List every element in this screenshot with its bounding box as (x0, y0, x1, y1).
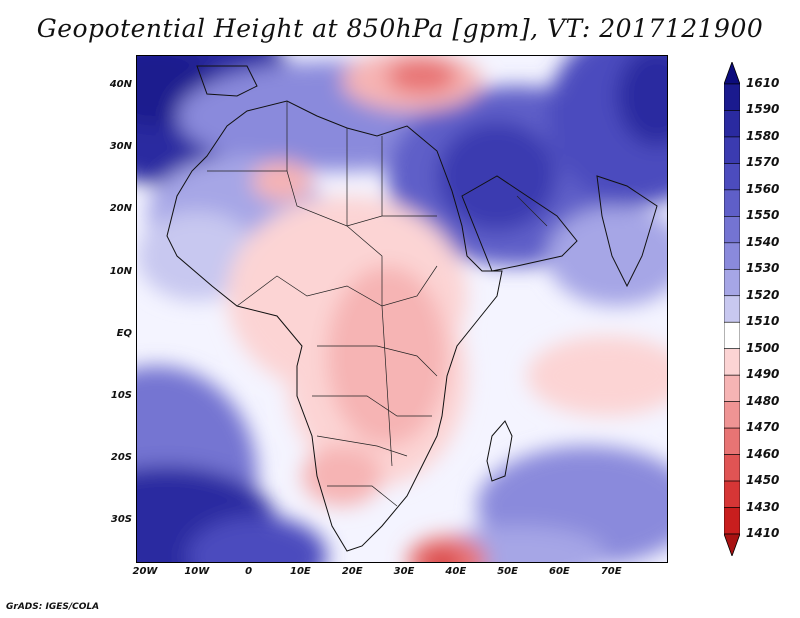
colorbar-max-arrow (724, 62, 740, 85)
colorbar-label-1520: 1520 (746, 287, 780, 302)
colorbar-band (724, 189, 740, 217)
country-borders (207, 101, 548, 507)
colorbar-label-1610: 1610 (746, 76, 780, 90)
height-contour-1570 (187, 516, 327, 562)
height-contour-1470 (407, 536, 487, 562)
height-contour-1500 (527, 336, 667, 416)
lon-tick-50e: 50E (497, 566, 518, 577)
colorbar (724, 62, 740, 556)
lon-tick-40e: 40E (445, 566, 467, 577)
lat-tick-10n: 10N (109, 265, 132, 277)
colorbar-band (724, 216, 740, 244)
colorbar-band (724, 136, 740, 164)
colorbar-band (724, 427, 740, 455)
colorbar-band (724, 507, 740, 535)
lat-tick-10s: 10S (110, 390, 132, 401)
colorbar-band (724, 110, 740, 138)
colorbar-label-1480: 1480 (746, 393, 780, 408)
lon-tick-70e: 70E (600, 566, 622, 577)
colorbar-label-1580: 1580 (746, 128, 780, 143)
lat-tick-20n: 20N (109, 203, 132, 215)
lon-tick-20w: 20W (132, 566, 158, 577)
colorbar-band (724, 295, 740, 323)
colorbar-band (724, 454, 740, 482)
colorbar-label-1540: 1540 (746, 234, 780, 249)
colorbar-band (724, 401, 740, 429)
colorbar-min-arrow (724, 533, 740, 556)
colorbar-band (724, 242, 740, 270)
colorbar-label-1500: 1500 (746, 340, 780, 355)
lat-tick-eq: EQ (116, 327, 132, 339)
madagascar-coastline (486, 420, 513, 482)
height-contour-1470 (387, 58, 457, 94)
colorbar-band (724, 374, 740, 402)
africa-coastline (166, 100, 503, 552)
arabia-coastline (461, 175, 578, 272)
colorbar-label-1460: 1460 (746, 446, 780, 461)
height-contour-1490 (252, 161, 312, 201)
colorbar-label-1570: 1570 (746, 155, 780, 170)
colorbar-label-1510: 1510 (746, 314, 780, 329)
lat-tick-20s: 20S (110, 452, 132, 464)
height-contour-1490 (327, 266, 447, 446)
map-plot-area (136, 55, 668, 563)
colorbar-label-1560: 1560 (746, 181, 780, 196)
colorbar-band (724, 480, 740, 508)
colorbar-band (724, 163, 740, 191)
lat-tick-30s: 30S (110, 514, 132, 526)
colorbar-band (724, 83, 740, 111)
colorbar-band (724, 321, 740, 350)
iberia-coastline (196, 65, 258, 97)
lon-tick-30e: 30E (393, 566, 415, 577)
lon-tick-60e: 60E (549, 566, 570, 577)
height-contour-1590 (617, 56, 667, 146)
map-title: Geopotential Height at 850hPa [gpm], VT:… (36, 14, 764, 43)
height-contour-1520 (137, 211, 257, 301)
lon-tick-20e: 20E (341, 566, 363, 577)
coastlines (166, 65, 658, 552)
colorbar-label-1410: 1410 (746, 526, 780, 540)
colorbar-label-1490: 1490 (746, 367, 780, 382)
colorbar-band (724, 348, 740, 376)
geopotential-map (137, 56, 667, 562)
lon-tick-10w: 10W (184, 566, 210, 577)
lon-tick-10e: 10E (290, 566, 311, 577)
lon-tick-0: 0 (245, 566, 253, 577)
colorbar-label-1470: 1470 (746, 420, 780, 435)
height-field (137, 56, 667, 562)
colorbar-label-1590: 1590 (746, 102, 780, 117)
colorbar-label-1550: 1550 (746, 208, 780, 223)
india-coastline (596, 175, 658, 288)
colorbar-band (724, 268, 740, 297)
colorbar-label-1450: 1450 (746, 473, 780, 488)
colorbar-label-1430: 1430 (746, 499, 780, 514)
colorbar-label-1530: 1530 (746, 261, 780, 276)
lat-tick-40n: 40N (109, 79, 132, 90)
height-contour-1530 (547, 206, 667, 306)
grads-credit: GrADS: IGES/COLA (6, 602, 100, 612)
lat-tick-30n: 30N (109, 141, 132, 153)
height-contour-1450 (424, 552, 460, 562)
